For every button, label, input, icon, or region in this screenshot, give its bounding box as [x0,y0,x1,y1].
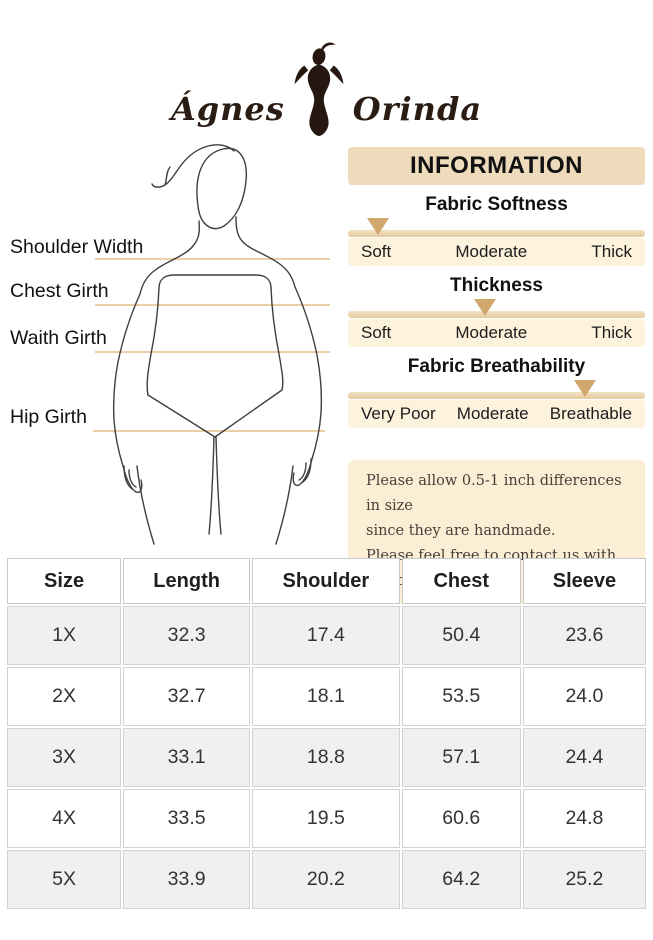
scale-label: Moderate [455,242,528,261]
cell: 33.5 [123,789,251,848]
scale-label: Very Poor [361,404,436,423]
cell: 64.2 [401,850,521,909]
cell: 24.0 [522,667,646,726]
measurement-line-shoulder [95,258,330,260]
scale-bar [348,230,645,237]
section-title-breathability: Fabric Breathability [407,356,586,377]
body-outline-drawing [112,144,323,545]
softness-scale-labels: Soft Moderate Thick [348,238,645,266]
scale-label: Soft [361,323,392,342]
scale-label: Moderate [456,404,529,423]
scale-label: Breathable [549,404,632,423]
table-row: 1X 32.3 17.4 50.4 23.6 [7,606,646,665]
breathability-scale-labels: Very Poor Moderate Breathable [348,400,645,428]
cell: 3X [7,728,122,787]
cell: 20.2 [252,850,400,909]
note-line: since they are handmade. [366,522,556,539]
arrow-down-icon [367,218,389,235]
cell: 4X [7,789,122,848]
cell: 17.4 [252,606,400,665]
arrow-down-icon [574,380,596,397]
size-table: Size Length Shoulder Chest Sleeve 1X 32.… [5,556,648,911]
logo-word-right: Orinda [352,90,483,128]
scale-label: Thick [591,323,632,342]
cell: 2X [7,667,122,726]
measurement-line-waist [95,351,330,353]
cell: 18.8 [252,728,400,787]
measurement-line-chest [95,304,330,306]
cell: 53.5 [401,667,521,726]
label-hip-girth: Hip Girth [10,406,87,428]
cell: 18.1 [252,667,400,726]
table-row: 2X 32.7 18.1 53.5 24.0 [7,667,646,726]
cell: 24.8 [522,789,646,848]
col-header-length: Length [123,558,251,604]
col-header-shoulder: Shoulder [252,558,400,604]
breathability-scale [348,380,645,400]
thickness-scale-labels: Soft Moderate Thick [348,319,645,347]
cell: 19.5 [252,789,400,848]
note-line: Please allow 0.5-1 inch differences in s… [366,473,622,514]
cell: 24.4 [522,728,646,787]
information-header: INFORMATION [348,147,645,185]
brand-logo: Ágnes Orinda [0,42,653,136]
scale-label: Thick [591,242,632,261]
cell: 25.2 [522,850,646,909]
scale-bar [348,392,645,399]
arrow-down-icon [474,299,496,316]
col-header-sleeve: Sleeve [522,558,646,604]
cell: 50.4 [401,606,521,665]
scale-label: Soft [361,242,392,261]
table-row: 3X 33.1 18.8 57.1 24.4 [7,728,646,787]
cell: 23.6 [522,606,646,665]
scale-label: Moderate [455,323,528,342]
woman-silhouette-icon [294,42,344,136]
cell: 1X [7,606,122,665]
label-shoulder-width: Shoulder Width [10,236,144,258]
thickness-scale [348,299,645,319]
cell: 32.7 [123,667,251,726]
label-waist-girth: Waith Girth [10,327,107,349]
cell: 32.3 [123,606,251,665]
cell: 5X [7,850,122,909]
section-title-thickness: Thickness [450,275,543,296]
cell: 33.1 [123,728,251,787]
col-header-size: Size [7,558,122,604]
logo-word-left: Ágnes [170,90,285,128]
cell: 33.9 [123,850,251,909]
col-header-chest: Chest [401,558,521,604]
softness-scale [348,218,645,238]
label-chest-girth: Chest Girth [10,280,109,302]
table-row: 4X 33.5 19.5 60.6 24.8 [7,789,646,848]
cell: 60.6 [401,789,521,848]
scale-bar [348,311,645,318]
information-panel: INFORMATION Fabric Softness Soft Moderat… [348,147,645,603]
section-title-softness: Fabric Softness [425,194,568,215]
cell: 57.1 [401,728,521,787]
table-header-row: Size Length Shoulder Chest Sleeve [7,558,646,604]
table-row: 5X 33.9 20.2 64.2 25.2 [7,850,646,909]
measurement-line-hip [93,430,325,432]
